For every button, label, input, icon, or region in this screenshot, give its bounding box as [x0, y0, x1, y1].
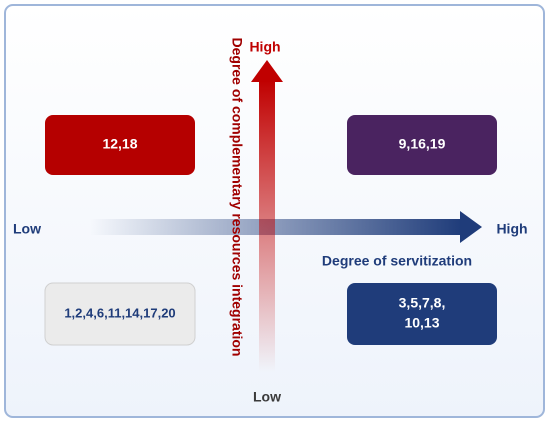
- quadrant-box: [347, 115, 497, 175]
- vertical-low: Low: [253, 389, 281, 405]
- vertical-arrow-head: [251, 60, 283, 82]
- horizontal-arrow-head: [460, 211, 482, 243]
- quadrant-label: 10,13: [404, 315, 439, 331]
- quadrant-label: 1,2,4,6,11,14,17,20: [64, 305, 175, 320]
- horizontal-low: Low: [13, 221, 41, 237]
- vertical-arrow-shaft: [259, 80, 275, 372]
- quadrant-label: 3,5,7,8,: [399, 295, 446, 311]
- quadrant-box: [45, 115, 195, 175]
- quadrant-box: [347, 283, 497, 345]
- horizontal-arrow-shaft: [90, 219, 462, 235]
- vertical-label: Degree of complementary resources integr…: [229, 38, 245, 357]
- vertical-high: High: [249, 39, 280, 55]
- horizontal-high: High: [496, 221, 527, 237]
- quadrant-label: 12,18: [102, 136, 137, 152]
- horizontal-label: Degree of servitization: [322, 253, 472, 269]
- quadrant-box: [44, 282, 196, 346]
- quadrant-label: 9,16,19: [399, 136, 446, 152]
